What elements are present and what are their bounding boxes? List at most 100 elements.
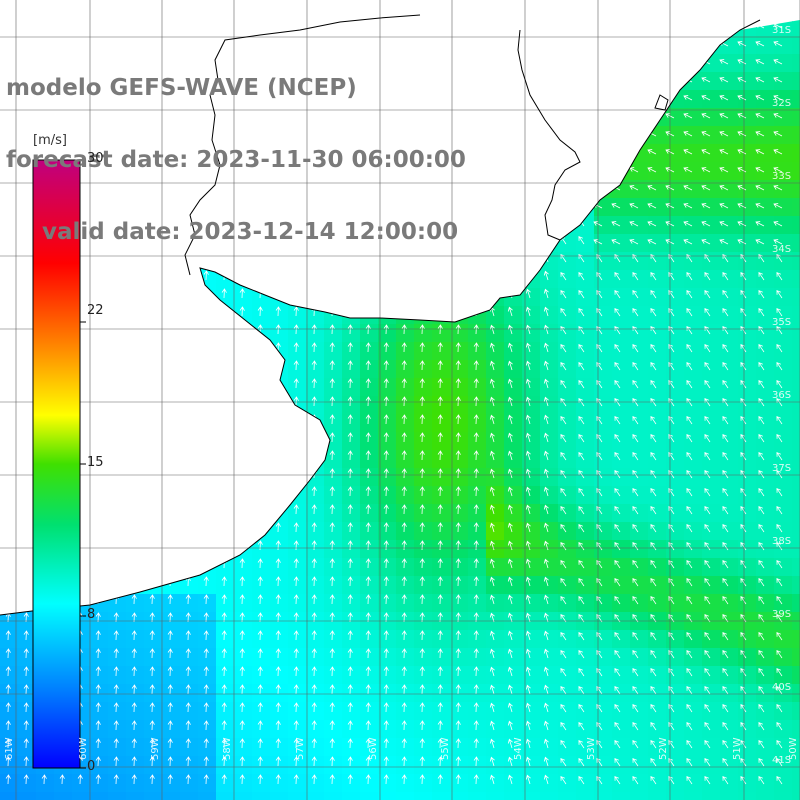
wind-speed-cell	[648, 162, 667, 181]
coastline	[0, 14, 761, 616]
wind-speed-cell	[288, 576, 307, 595]
wind-speed-cell	[342, 738, 361, 757]
wind-arrow	[455, 396, 461, 407]
wind-speed-cell	[162, 684, 181, 703]
wind-arrow	[758, 469, 765, 479]
wind-arrow	[239, 576, 245, 587]
wind-arrow	[167, 684, 173, 695]
wind-arrow	[419, 360, 425, 371]
wind-arrow	[384, 1, 388, 10]
wind-arrow	[437, 522, 443, 533]
wind-arrow	[632, 577, 639, 587]
wind-arrow	[455, 342, 461, 353]
wind-speed-cell	[594, 126, 613, 145]
wind-speed-cell	[648, 144, 667, 163]
wind-speed-cell	[702, 126, 721, 145]
wind-arrow	[365, 306, 371, 317]
wind-speed-cell	[432, 414, 451, 433]
wind-arrow	[704, 325, 711, 335]
wind-arrow	[560, 109, 567, 119]
wind-speed-cell	[738, 72, 757, 91]
wind-arrow	[401, 360, 407, 371]
wind-speed-cell	[324, 630, 343, 649]
wind-speed-cell	[396, 450, 415, 469]
wind-speed-cell	[432, 540, 451, 559]
wind-arrow	[95, 324, 101, 335]
wind-arrow	[758, 415, 765, 425]
wind-speed-cell	[252, 0, 271, 19]
wind-arrow	[758, 307, 765, 317]
wind-arrow	[525, 522, 531, 533]
wind-arrow	[149, 540, 155, 551]
wind-arrow	[185, 360, 191, 371]
wind-arrow	[347, 504, 353, 515]
wind-arrow	[560, 37, 567, 47]
wind-arrow	[167, 738, 173, 749]
wind-arrow	[347, 306, 353, 317]
wind-speed-cell	[396, 468, 415, 487]
wind-arrow	[560, 487, 567, 497]
wind-speed-cell	[342, 522, 361, 541]
wind-speed-cell	[306, 378, 325, 397]
wind-arrow	[167, 486, 173, 497]
wind-speed-cell	[342, 720, 361, 739]
wind-arrow	[149, 432, 155, 443]
wind-arrow	[5, 756, 11, 767]
wind-arrow	[578, 469, 585, 479]
wind-speed-cell	[468, 666, 487, 685]
wind-speed-cell	[324, 648, 343, 667]
wind-speed-cell	[162, 756, 181, 775]
wind-arrow	[149, 468, 155, 479]
wind-speed-cell	[144, 414, 163, 433]
wind-speed-cell	[504, 486, 523, 505]
wind-arrow	[5, 20, 11, 29]
wind-arrow	[365, 702, 371, 713]
wind-arrow	[167, 360, 173, 371]
wind-speed-cell	[36, 0, 55, 19]
wind-arrow	[738, 6, 746, 10]
wind-speed-cell	[702, 234, 721, 253]
wind-speed-cell	[792, 20, 800, 37]
longitude-label: 58W	[222, 737, 233, 760]
wind-speed-cell	[450, 450, 469, 469]
wind-speed-cell	[126, 774, 145, 793]
wind-speed-cell	[108, 324, 127, 343]
wind-speed-cell	[342, 486, 361, 505]
wind-arrow	[149, 666, 155, 677]
wind-arrow	[489, 20, 495, 29]
wind-arrow	[758, 703, 765, 713]
wind-arrow	[489, 432, 495, 443]
wind-arrow	[167, 450, 173, 461]
wind-arrow	[525, 306, 531, 317]
wind-arrow	[275, 702, 281, 713]
wind-speed-cell	[792, 378, 800, 397]
wind-arrow	[203, 648, 209, 659]
wind-arrow	[95, 648, 101, 659]
wind-speed-cell	[432, 0, 451, 19]
wind-arrow	[611, 77, 621, 83]
wind-arrow	[686, 325, 693, 335]
wind-speed-cell	[252, 306, 271, 325]
wind-speed-cell	[216, 540, 235, 559]
wind-speed-cell	[216, 432, 235, 451]
wind-speed-cell	[378, 414, 397, 433]
wind-arrow	[507, 108, 513, 119]
wind-arrow	[737, 203, 747, 209]
wind-arrow	[347, 324, 353, 335]
wind-arrow	[686, 289, 693, 299]
wind-speed-cell	[558, 72, 577, 91]
wind-speed-cell	[90, 324, 109, 343]
wind-speed-cell	[468, 0, 487, 19]
wind-arrow	[719, 221, 729, 227]
wind-speed-cell	[108, 612, 127, 631]
wind-arrow	[455, 486, 461, 497]
wind-speed-cell	[0, 792, 19, 800]
wind-arrow	[401, 558, 407, 569]
wind-arrow	[149, 522, 155, 533]
wind-speed-cell	[216, 468, 235, 487]
wind-speed-cell	[144, 648, 163, 667]
wind-arrow	[365, 684, 371, 695]
wind-speed-cell	[216, 396, 235, 415]
